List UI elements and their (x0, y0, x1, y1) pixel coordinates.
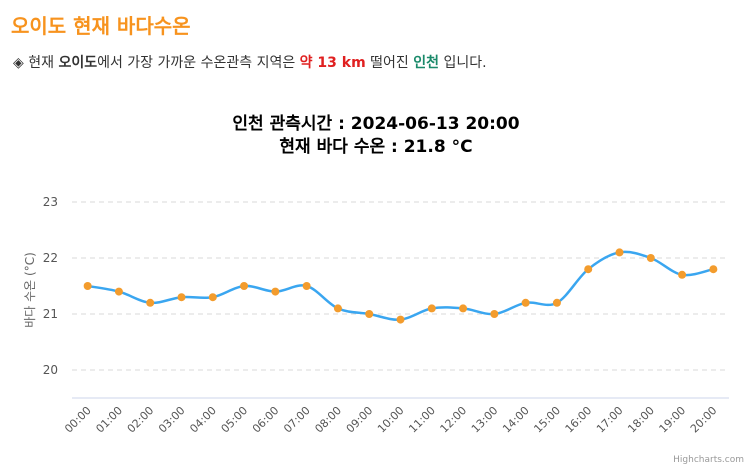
x-tick-label: 11:00 (406, 404, 438, 436)
series-markers (83, 248, 718, 324)
data-point-1000[interactable] (396, 315, 405, 324)
x-tick-label: 06:00 (250, 404, 282, 436)
chart-title-line-2: 현재 바다 수온 : 21.8 °C (279, 137, 472, 157)
x-tick-label: 10:00 (375, 404, 407, 436)
info-station-name: 오이도 (58, 55, 98, 71)
highcharts-credits-link[interactable]: Highcharts.com (673, 455, 744, 465)
y-tick-label: 23 (43, 195, 58, 209)
x-tick-label: 13:00 (469, 404, 501, 436)
x-tick-label: 01:00 (93, 404, 125, 436)
info-text-distance-suffix: 떨어진 (370, 55, 409, 71)
info-observation-station: 인천 (413, 55, 439, 71)
data-point-0000[interactable] (83, 282, 92, 290)
x-tick-label: 00:00 (62, 404, 94, 436)
data-point-0100[interactable] (114, 287, 123, 296)
y-tick-label: 21 (43, 307, 58, 321)
x-tick-label: 14:00 (500, 404, 532, 436)
x-tick-label: 16:00 (563, 404, 595, 436)
info-prefix: 현재 (28, 55, 54, 71)
x-tick-label: 03:00 (156, 404, 188, 436)
data-point-1500[interactable] (552, 298, 561, 307)
x-tick-label: 19:00 (657, 404, 689, 436)
x-tick-label: 07:00 (281, 404, 313, 436)
data-point-0200[interactable] (146, 298, 155, 307)
data-point-1400[interactable] (521, 298, 530, 307)
x-tick-label: 18:00 (625, 404, 657, 436)
data-point-0400[interactable] (208, 293, 217, 302)
x-tick-label: 09:00 (344, 404, 376, 436)
data-point-0300[interactable] (177, 293, 186, 302)
y-tick-label: 20 (43, 363, 58, 377)
x-tick-label: 02:00 (125, 404, 157, 436)
info-distance: 약 13 km (299, 55, 366, 71)
data-point-2000[interactable] (709, 265, 718, 274)
data-point-1700[interactable] (615, 248, 624, 257)
data-point-0500[interactable] (240, 282, 249, 290)
series-line (87, 250, 714, 321)
data-point-1300[interactable] (490, 310, 499, 318)
nearest-station-info: ◈ 현재 오이도에서 가장 가까운 수온관측 지역은 약 13 km 떨어진 인… (13, 52, 487, 72)
data-point-1600[interactable] (584, 265, 593, 274)
data-point-0700[interactable] (302, 282, 311, 290)
data-point-1100[interactable] (427, 304, 436, 313)
x-tick-label: 15:00 (531, 404, 563, 436)
y-axis-label: 바다 수온 (°C) (23, 252, 37, 328)
data-point-0600[interactable] (271, 287, 280, 296)
diamond-bullet-icon: ◈ (13, 55, 24, 71)
y-tick-label: 22 (43, 251, 58, 265)
x-axis-ticks: 00:00 01:00 02:00 03:00 04:00 05:00 06:00 07:00… (62, 404, 719, 436)
info-text-middle: 에서 가장 가까운 수온관측 지역은 (97, 55, 296, 71)
x-tick-label: 20:00 (688, 404, 720, 436)
grid-lines (72, 201, 729, 371)
page-title: 오이도 현재 바다수온 (11, 14, 191, 38)
data-point-0900[interactable] (365, 310, 374, 318)
x-tick-label: 05:00 (219, 404, 251, 436)
x-tick-label: 17:00 (594, 404, 626, 436)
chart-title-line-1: 인천 관측시간 : 2024-06-13 20:00 (232, 114, 519, 134)
data-point-1800[interactable] (646, 254, 655, 262)
data-point-0800[interactable] (333, 304, 342, 313)
y-axis-ticks: 20 21 22 23 (43, 195, 58, 377)
data-point-1900[interactable] (678, 270, 687, 279)
info-suffix: 입니다. (443, 55, 487, 71)
x-tick-label: 04:00 (187, 404, 219, 436)
x-tick-label: 12:00 (438, 404, 470, 436)
x-tick-label: 08:00 (312, 404, 344, 436)
data-point-1200[interactable] (459, 304, 468, 313)
